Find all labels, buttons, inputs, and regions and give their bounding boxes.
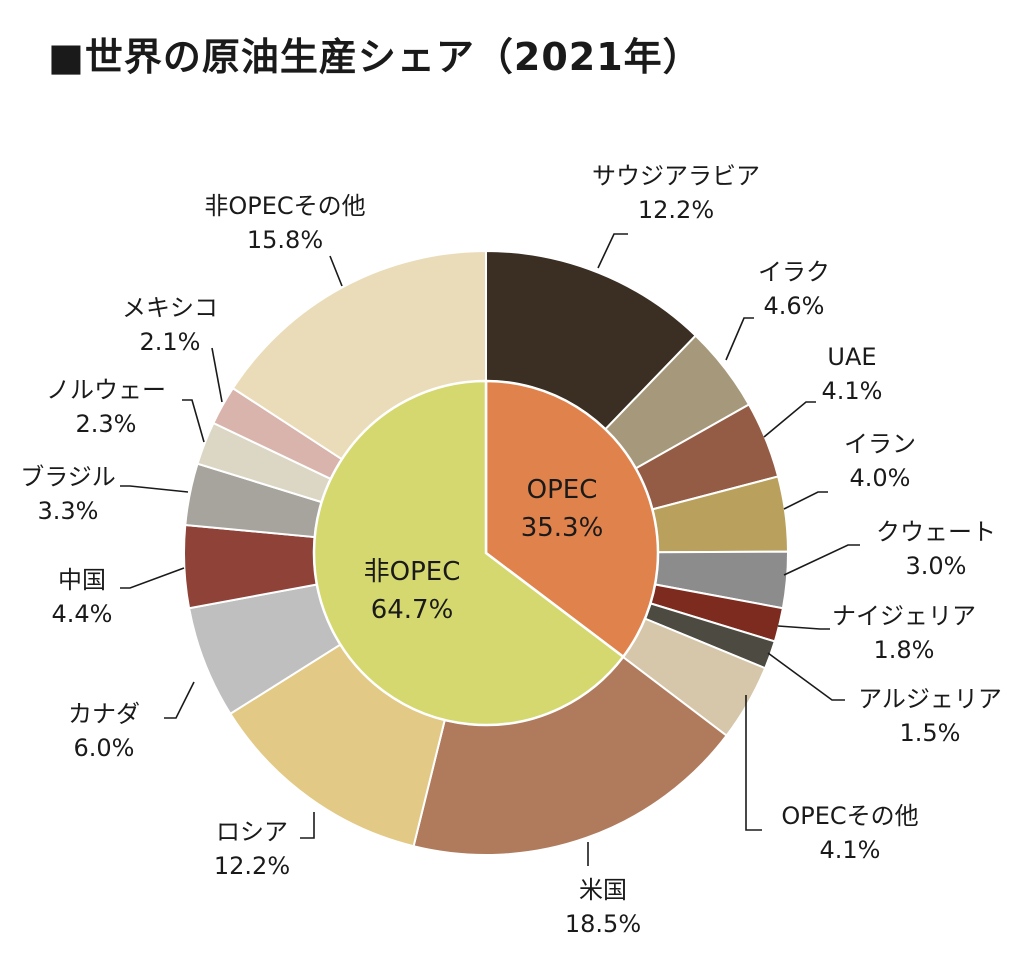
slice-labels: OPEC 35.3% 非OPEC 64.7% サウジアラビア 12.2% イラク 4.6% UA… [20,162,1002,938]
leader-line-2 [763,401,816,438]
outer-label-13: ノルウェー 2.3% [46,376,166,438]
outer-label-5: ナイジェリア 1.8% [832,602,976,664]
outer-label-11: 中国 4.4% [52,566,113,628]
outer-label-9: ロシア 12.2% [214,818,290,880]
outer-label-1: イラク 4.6% [758,258,830,320]
outer-label-8: 米国 18.5% [565,876,641,938]
inner-label-0: OPEC 35.3% [521,475,604,543]
outer-label-15: 非OPECその他 15.8% [204,192,365,254]
leader-lines [120,233,860,866]
outer-label-14: メキシコ 2.1% [122,294,218,356]
inner-label-1: 非OPEC 64.7% [364,557,461,625]
leader-line-5 [777,625,830,630]
leader-line-11 [120,567,185,589]
outer-label-4: クウェート 3.0% [876,518,996,580]
leader-line-0 [597,233,628,269]
leader-line-10 [164,681,195,719]
outer-label-12: ブラジル 3.3% [20,463,116,525]
outer-label-0: サウジアラビア 12.2% [592,162,760,224]
outer-label-7: OPECその他 4.1% [781,802,918,864]
leader-line-12 [120,485,189,493]
chart-title: ■世界の原油生産シェア（2021年） [48,35,702,79]
inner-slice-0 [484,379,660,659]
leader-line-9 [300,812,315,839]
leader-line-7 [745,695,762,831]
inner-slice-1 [312,379,625,727]
outer-label-6: アルジェリア 1.5% [858,685,1002,747]
leader-line-3 [783,491,828,510]
leader-line-15 [329,255,343,287]
outer-label-10: カナダ 6.0% [68,700,140,762]
leader-line-1 [725,317,754,361]
leader-line-6 [767,652,845,701]
leader-line-13 [182,399,205,443]
outer-label-3: イラン 4.0% [844,430,916,492]
leader-line-14 [211,347,223,403]
leader-line-4 [783,544,860,576]
inner-pie [312,379,660,727]
outer-label-2: UAE 4.1% [822,343,883,405]
